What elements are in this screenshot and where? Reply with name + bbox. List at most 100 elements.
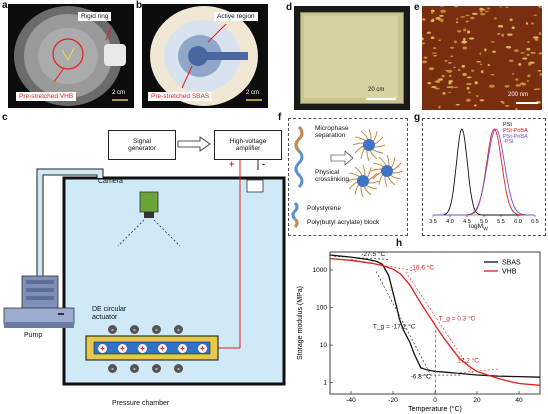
afm-domain (484, 10, 489, 13)
afm-domain (445, 69, 448, 72)
panel-e-scale: 200 nm (508, 92, 529, 98)
y-axis-label: Storage modulus (MPa) (297, 286, 304, 360)
tangent-line (405, 271, 474, 374)
afm-domain (480, 12, 486, 16)
afm-domain (533, 36, 539, 39)
camera-label: Camera (98, 178, 123, 185)
afm-domain (462, 73, 467, 76)
panel-label-a: a (2, 0, 8, 11)
panel-a-scale: 2 cm (112, 90, 126, 96)
afm-domain (439, 14, 444, 17)
annotation-label: -6.8 °C (411, 373, 432, 381)
gpc-xlabel-sub: W (483, 226, 488, 233)
afm-domain (534, 38, 539, 41)
afm-domain (448, 62, 452, 64)
panel-d-photo: 20 cm (294, 6, 410, 110)
polystyrene-domain (363, 139, 375, 151)
afm-domain (509, 18, 513, 22)
gpc-xlabel-main: logM (469, 223, 484, 230)
afm-domain (453, 86, 459, 88)
afm-domain (471, 12, 478, 16)
x-tick-label: -20 (388, 397, 398, 404)
actuator-label: DE circular actuator (92, 306, 127, 321)
afm-domain (515, 108, 518, 110)
afm-domain (450, 86, 454, 89)
afm-domain (458, 68, 461, 72)
high-voltage-amplifier-box: High-voltage amplifier (214, 130, 282, 160)
afm-domain (520, 52, 525, 54)
legend-label: SBAS (502, 260, 521, 267)
afm-domain (504, 84, 510, 88)
afm-domain (493, 17, 497, 20)
afm-domain (460, 16, 466, 18)
gpc-tick-label: 6.0 (514, 219, 522, 225)
afm-domain (501, 33, 504, 37)
afm-domain (535, 88, 541, 90)
pump-label: Pump (24, 332, 43, 339)
afm-domain (509, 59, 514, 63)
positive-charge: + (138, 344, 147, 353)
afm-domain (479, 10, 483, 13)
panel-b-photo: Active region Pre-stretched SBAS 2 cm (142, 4, 268, 108)
afm-domain (448, 81, 452, 85)
afm-domain (539, 73, 542, 76)
negative-terminal: - (262, 159, 265, 169)
afm-domain (511, 26, 515, 30)
series-vhb (329, 257, 541, 386)
afm-domain (465, 14, 470, 17)
negative-charge: - (152, 364, 161, 373)
negative-charge: - (108, 364, 117, 373)
prestretched-sbas-label: Pre-stretched SBAS (148, 92, 213, 101)
tangent-line (375, 271, 432, 376)
afm-domain (527, 74, 531, 78)
afm-domain (462, 46, 468, 50)
afm-domain (473, 104, 477, 107)
afm-domain (498, 24, 504, 28)
afm-domain (527, 40, 531, 43)
active-region-label: Active region (214, 12, 258, 21)
afm-domain (526, 80, 529, 83)
panel-label-c: c (2, 112, 8, 123)
afm-domain (446, 69, 453, 73)
legend-pst-pnba-pst: PSt-PnBA -PSt (503, 133, 528, 146)
afm-domain (455, 103, 461, 106)
afm-domain (538, 52, 542, 55)
x-tick-label: -40 (346, 397, 356, 404)
afm-domain (439, 6, 444, 7)
afm-domain (450, 46, 455, 49)
gpc-tick-label: 6.5 (531, 219, 539, 225)
afm-domain (499, 6, 502, 8)
annotation-label: T_g = -17.2 °C (373, 322, 416, 330)
afm-domain (538, 6, 541, 8)
x-tick-label: 40 (515, 397, 523, 404)
afm-domain (431, 52, 437, 54)
afm-domain (501, 101, 505, 105)
afm-domain (428, 67, 435, 71)
pressure-chamber-label: Pressure chamber (112, 400, 170, 407)
afm-domain (466, 76, 472, 79)
y-tick-label: 1000 (313, 267, 328, 274)
y-tick-label: 1 (323, 380, 327, 387)
afm-domain (515, 78, 519, 81)
panel-a-photo: Rigid ring Pre-stretched VHB 2 cm (8, 4, 134, 108)
afm-domain (526, 53, 530, 57)
afm-domain (518, 62, 522, 66)
panel-label-h: h (396, 238, 403, 249)
afm-domain (448, 91, 451, 94)
afm-domain (479, 52, 482, 55)
afm-domain (438, 39, 441, 42)
tangent-line (350, 259, 419, 272)
afm-domain (466, 30, 471, 34)
negative-charge: - (130, 364, 139, 373)
rigid-ring-label: Rigid ring (78, 12, 112, 21)
gpc-tick-label: 4.5 (463, 219, 471, 225)
afm-domain (422, 18, 426, 21)
afm-domain (440, 9, 447, 13)
gpc-xlabel: logMW (469, 223, 488, 232)
afm-domain (433, 47, 437, 50)
afm-domain (444, 60, 448, 62)
afm-domain (461, 40, 468, 44)
afm-domain (438, 18, 444, 22)
afm-domain (427, 81, 432, 85)
microphase-label: Microphase separation (315, 125, 349, 140)
